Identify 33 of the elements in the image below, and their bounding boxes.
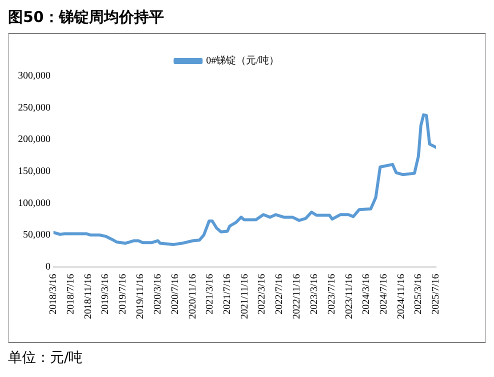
x-tick-label: 2023/3/16 [308,274,320,314]
y-tick-label: 50,000 [23,230,50,241]
x-tick-label: 2021/7/16 [222,274,234,314]
x-tick-label: 2019/11/16 [135,274,146,319]
x-tick-label: 2020/7/16 [170,274,181,314]
x-tick-label: 2025/7/16 [430,274,442,314]
x-tick-label: 2022/11/16 [292,274,303,319]
x-tick-label: 2019/3/16 [100,274,112,314]
x-tick-label: 2024/3/16 [361,274,372,314]
legend-label: 0#锑锭（元/吨） [206,54,279,67]
x-tick-label: 2018/3/16 [48,274,60,314]
x-tick-label: 2024/7/16 [378,274,390,314]
x-tick-label: 2022/3/16 [256,274,268,314]
y-tick-label: 300,000 [18,70,50,82]
x-tick-label: 2018/11/16 [83,274,94,319]
x-tick-label: 2023/7/16 [326,274,338,314]
x-tick-label: 2020/3/16 [152,274,164,314]
y-tick-label: 0 [46,261,50,272]
y-tick-label: 150,000 [18,166,50,178]
y-tick-label: 200,000 [18,134,50,146]
x-tick-label: 2023/11/16 [344,274,355,319]
x-tick-label: 2025/3/16 [413,274,424,314]
chart-title: 图50：锑锭周均价持平 [8,8,165,27]
y-tick-label: 250,000 [18,102,50,114]
x-tick-label: 2021/3/16 [204,274,216,314]
y-tick-label: 100,000 [18,198,50,209]
x-tick-label: 2020/11/16 [187,274,198,319]
x-tick-label: 2024/11/16 [396,274,408,319]
text: 单位：元/吨 [8,349,84,367]
x-tick-label: 2019/7/16 [118,274,129,314]
x-tick-label: 2021/11/16 [240,274,251,319]
x-tick-label: 2022/7/16 [274,274,286,314]
x-tick-label: 2018/7/16 [66,274,77,314]
